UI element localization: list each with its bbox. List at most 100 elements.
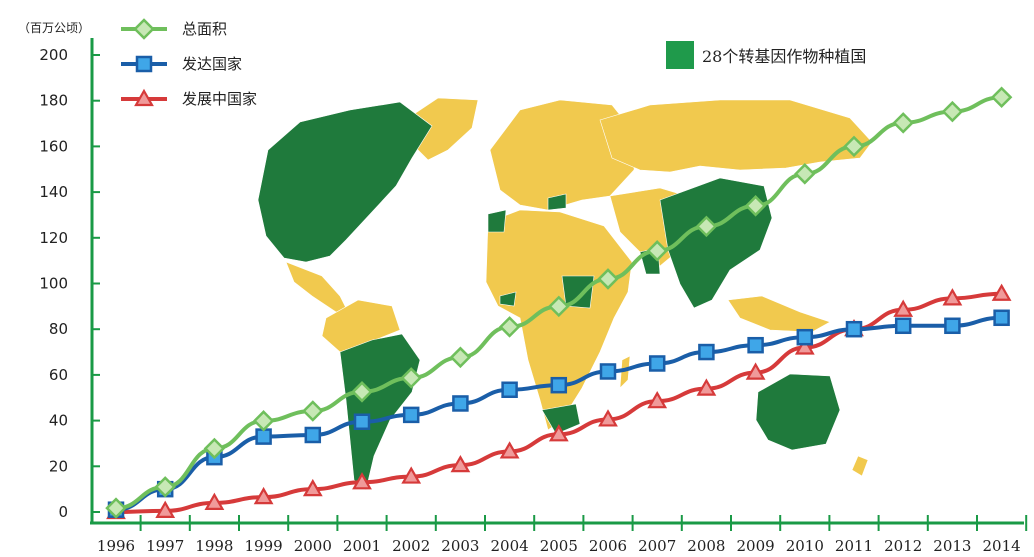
data-point bbox=[794, 337, 815, 355]
x-tick-label: 2000 bbox=[294, 537, 332, 555]
data-point bbox=[498, 316, 521, 338]
data-point bbox=[647, 390, 668, 409]
x-tick-label: 2004 bbox=[491, 537, 529, 555]
y-axis-unit-label: （百万公顷） bbox=[18, 21, 90, 35]
data-point bbox=[845, 320, 863, 338]
x-tick-label: 1997 bbox=[146, 537, 184, 555]
map-australia bbox=[755, 373, 841, 451]
data-point bbox=[499, 441, 520, 459]
data-point bbox=[449, 346, 472, 369]
x-axis-ticks: 1996 1997 1998 1999 2000 2001 2002 2003 2004 2005… bbox=[97, 515, 1028, 555]
y-tick-label: 20 bbox=[49, 457, 68, 475]
y-tick-label: 80 bbox=[49, 320, 68, 338]
data-point bbox=[646, 240, 668, 262]
map-burkina-faso bbox=[499, 291, 517, 307]
data-point bbox=[253, 486, 274, 505]
legend-marker bbox=[135, 55, 153, 73]
map-south-africa bbox=[541, 403, 581, 435]
data-point bbox=[252, 410, 275, 432]
legend-marker bbox=[134, 88, 154, 107]
x-tick-label: 1999 bbox=[245, 537, 283, 555]
data-point bbox=[501, 381, 518, 399]
data-point bbox=[892, 112, 914, 134]
legend-marker bbox=[133, 18, 155, 40]
data-point bbox=[991, 283, 1012, 301]
data-point bbox=[747, 336, 764, 354]
data-point bbox=[944, 317, 961, 335]
data-point bbox=[648, 355, 666, 372]
map-europe bbox=[489, 99, 637, 211]
data-point bbox=[941, 100, 964, 123]
legend-label: 发展中国家 bbox=[182, 90, 257, 108]
data-point bbox=[598, 409, 618, 427]
data-point bbox=[255, 428, 272, 445]
legend-item: 发展中国家 bbox=[121, 88, 257, 108]
map-portugal-romania bbox=[547, 193, 567, 211]
data-point bbox=[302, 478, 323, 497]
map-brazil-argentina bbox=[339, 333, 421, 491]
x-tick-label: 2013 bbox=[933, 537, 971, 555]
map-india-china bbox=[659, 177, 773, 309]
data-point bbox=[353, 413, 371, 430]
map-southeast-asia bbox=[727, 295, 831, 333]
x-tick-label: 1998 bbox=[195, 537, 233, 555]
data-point bbox=[796, 328, 814, 346]
annotation-text: 28个转基因作物种植国 bbox=[702, 47, 866, 66]
map-sudan bbox=[561, 275, 595, 309]
data-point bbox=[352, 472, 372, 490]
x-tick-label: 2003 bbox=[441, 537, 479, 555]
data-point bbox=[744, 195, 767, 217]
y-tick-label: 160 bbox=[39, 137, 68, 155]
data-point bbox=[351, 381, 373, 403]
x-tick-label: 2007 bbox=[638, 537, 676, 555]
x-tick-label: 1996 bbox=[97, 537, 135, 555]
data-point bbox=[990, 86, 1013, 109]
data-point bbox=[105, 497, 127, 519]
data-point bbox=[696, 378, 717, 396]
x-tick-label: 2005 bbox=[540, 537, 578, 555]
map-madagascar bbox=[619, 355, 631, 389]
annotation-swatch bbox=[666, 41, 694, 69]
map-russia bbox=[599, 99, 873, 173]
x-tick-label: 2014 bbox=[983, 537, 1021, 555]
y-tick-label: 60 bbox=[49, 366, 68, 384]
data-point bbox=[599, 363, 617, 380]
data-point bbox=[154, 476, 176, 498]
data-point bbox=[548, 424, 569, 442]
y-tick-label: 140 bbox=[39, 183, 68, 201]
data-point bbox=[548, 295, 570, 318]
y-tick-label: 180 bbox=[39, 92, 68, 110]
map-central-america bbox=[285, 261, 349, 313]
data-point bbox=[894, 317, 912, 335]
x-tick-label: 2002 bbox=[392, 537, 430, 555]
planting-countries-annotation: 28个转基因作物种植国 bbox=[666, 41, 866, 69]
data-point bbox=[698, 343, 715, 361]
data-point bbox=[550, 376, 568, 394]
data-point bbox=[203, 437, 226, 460]
data-point bbox=[843, 135, 865, 158]
x-tick-label: 2009 bbox=[737, 537, 775, 555]
legend-item: 发达国家 bbox=[121, 55, 242, 73]
x-tick-label: 2006 bbox=[589, 537, 627, 555]
y-tick-label: 100 bbox=[39, 275, 68, 293]
data-point bbox=[745, 362, 766, 380]
data-point bbox=[450, 454, 471, 473]
series-diamond bbox=[105, 86, 1013, 519]
data-point bbox=[794, 163, 816, 185]
map-spain bbox=[487, 209, 507, 233]
data-point bbox=[302, 400, 324, 422]
x-tick-label: 2010 bbox=[786, 537, 824, 555]
x-tick-label: 2011 bbox=[835, 537, 873, 555]
data-point bbox=[401, 466, 422, 484]
data-point bbox=[204, 492, 225, 510]
data-point bbox=[942, 288, 963, 306]
data-point bbox=[993, 309, 1010, 327]
map-new-zealand bbox=[851, 455, 869, 477]
x-tick-label: 2001 bbox=[343, 537, 381, 555]
data-point bbox=[304, 426, 322, 444]
y-tick-label: 200 bbox=[39, 46, 68, 64]
data-point bbox=[155, 500, 176, 518]
